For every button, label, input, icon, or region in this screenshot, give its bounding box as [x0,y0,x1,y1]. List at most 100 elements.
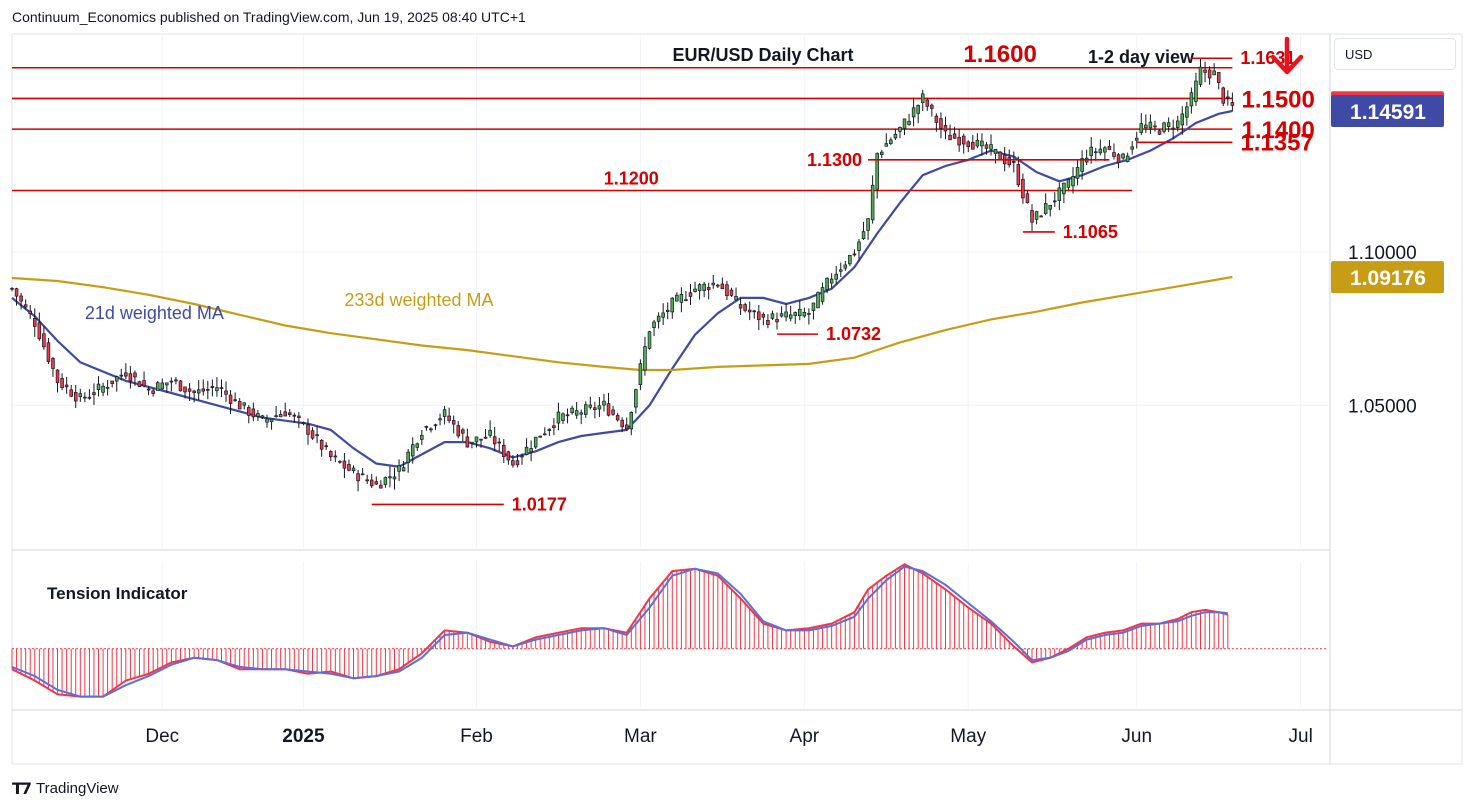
candle-body [552,425,556,429]
candle [665,302,670,320]
candle [151,388,155,397]
candle-body [1185,106,1189,118]
candle-body [1080,158,1084,172]
candle [1084,149,1089,165]
candle [1207,66,1212,85]
candle-body [533,436,538,448]
candle-body [757,311,761,321]
candle [351,465,356,474]
candle [570,405,574,415]
candle-body [1098,148,1103,154]
candle [442,405,447,425]
candle [360,468,365,476]
candle [383,476,388,488]
candle-body [816,292,820,309]
candle-body [583,404,588,415]
price-badge-label: 1.09176 [1350,267,1426,290]
candle-body [611,409,615,415]
candle-body [342,460,347,469]
candle-body [474,436,479,443]
candle-body [761,313,766,318]
candle [971,134,975,150]
marker-label: 1.1357 [1240,129,1313,156]
candle-body [734,296,738,301]
candle [1180,106,1185,135]
price-badge-bg [1331,94,1444,127]
candle-body [1016,164,1021,186]
candle [934,113,939,132]
candle-body [752,310,757,313]
time-tick-label: May [950,726,986,747]
candle [620,417,624,433]
candle-body [975,139,980,147]
candle [1057,182,1062,211]
candle-body [51,358,55,369]
candle-body [169,380,174,383]
candle-body [620,419,624,428]
candle [146,386,151,396]
candle [78,388,83,402]
footer[interactable]: T7 TradingView [12,778,119,798]
candle [1194,72,1198,106]
candle [283,402,287,417]
candle [520,453,524,465]
candle-body [911,107,916,118]
candle [907,113,911,126]
candle-body [588,404,593,408]
candle [834,265,838,285]
candle [187,383,192,402]
candle-body [105,386,110,389]
candle-body [766,319,770,325]
candle [265,414,269,428]
candle [752,309,757,319]
candle-body [925,99,930,107]
candle [720,277,725,290]
candle [447,407,451,424]
candle-body [1039,215,1043,218]
candle-body [1089,146,1093,156]
candle [638,359,643,391]
candle [1039,214,1043,218]
candle [1012,151,1016,173]
candle [37,312,42,341]
candle-body [788,314,793,319]
candle [688,284,693,306]
candle [328,450,333,461]
level-label: 1.1600 [963,41,1036,68]
candle [1185,101,1189,126]
candle [142,371,146,388]
candle [697,283,702,300]
candle-body [1166,122,1171,127]
currency-button[interactable]: USD [1334,38,1456,70]
candle-body [556,411,561,424]
candle-body [1226,96,1230,99]
candle [237,398,242,410]
candle [820,282,825,305]
candles[interactable] [10,57,1235,492]
candle-body [725,284,729,297]
candle-body [524,446,529,455]
candle [975,133,980,149]
candle [233,392,237,402]
candle-body [1066,178,1071,188]
candle-body [64,384,69,388]
candle-body [274,415,278,418]
candle [228,390,233,415]
candle-body [1121,153,1125,159]
candle-body [930,104,934,109]
candle [993,149,998,164]
candle-body [506,451,511,461]
candle [429,427,433,433]
candle [829,273,834,289]
candle [565,408,570,424]
candle-body [351,467,356,472]
candle-body [1071,176,1075,187]
candle [802,307,807,318]
candle [433,423,438,430]
candle-body [857,241,861,251]
candle-body [984,144,989,149]
candle-body [747,309,752,313]
candle [1107,139,1112,151]
candle-body [1157,130,1162,135]
candle-body [1203,69,1207,73]
